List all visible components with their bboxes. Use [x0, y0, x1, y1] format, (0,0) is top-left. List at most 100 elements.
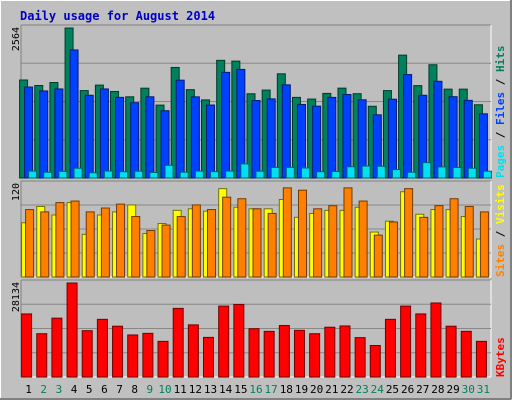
day-label: 23 — [356, 383, 369, 396]
bar-sites-day-15 — [237, 198, 247, 278]
bar-files-day-6 — [99, 88, 109, 179]
day-label: 29 — [446, 383, 459, 396]
chart-panels: 2564 Pages / Files / Hits 120 Sites / Visit… — [11, 24, 507, 378]
bar-sites-day-11 — [176, 216, 186, 278]
bar-pages-day-27 — [422, 162, 432, 179]
bar-pages-day-25 — [391, 169, 401, 179]
bar-sites-day-13 — [207, 209, 217, 278]
bar-sites-day-12 — [191, 204, 201, 278]
bar-kbytes-day-18 — [278, 325, 290, 378]
bar-files-day-8 — [130, 102, 140, 179]
bar-sites-day-29 — [449, 198, 459, 278]
bar-files-day-2 — [39, 90, 49, 179]
day-label: 27 — [416, 383, 429, 396]
bar-files-day-28 — [433, 80, 443, 179]
bar-files-day-30 — [463, 99, 473, 179]
bar-pages-day-24 — [376, 165, 386, 179]
bar-pages-day-23 — [361, 165, 371, 179]
day-label: 18 — [280, 383, 293, 396]
axis-label-hits-files-pages: Pages / Files / Hits — [494, 46, 507, 179]
bar-pages-day-28 — [437, 166, 447, 179]
series-pages — [28, 162, 492, 179]
series-kbytes — [21, 282, 487, 378]
bar-kbytes-day-20 — [309, 333, 321, 378]
bar-files-day-25 — [387, 98, 397, 179]
bar-kbytes-day-19 — [293, 329, 305, 378]
bar-kbytes-day-9 — [142, 332, 154, 378]
bar-files-day-19 — [296, 103, 306, 179]
bar-sites-day-3 — [55, 202, 65, 278]
bar-sites-day-6 — [100, 207, 110, 278]
bar-files-day-26 — [403, 74, 413, 179]
series-hits — [19, 27, 483, 179]
bar-kbytes-day-6 — [96, 318, 108, 378]
bar-kbytes-day-16 — [248, 328, 260, 378]
bar-pages-day-3 — [58, 170, 68, 179]
bar-sites-day-9 — [146, 230, 156, 278]
day-label: 4 — [71, 383, 78, 396]
bar-pages-day-12 — [194, 170, 204, 179]
bar-pages-day-30 — [467, 167, 477, 179]
bar-pages-day-20 — [316, 171, 326, 179]
bar-sites-day-8 — [131, 216, 141, 278]
day-label: 31 — [477, 383, 490, 396]
bar-pages-day-10 — [164, 164, 174, 179]
bar-kbytes-day-8 — [127, 334, 139, 378]
day-label: 9 — [147, 383, 154, 396]
bar-files-day-15 — [236, 68, 246, 179]
y-max-label: 120 — [11, 183, 22, 201]
bar-sites-day-17 — [267, 212, 277, 278]
bar-pages-day-18 — [285, 166, 295, 179]
bar-files-day-3 — [54, 88, 64, 179]
bar-pages-day-7 — [119, 171, 129, 179]
bar-pages-day-2 — [43, 171, 53, 179]
day-label: 6 — [101, 383, 108, 396]
bar-pages-day-4 — [73, 167, 83, 179]
day-label: 14 — [219, 383, 233, 396]
bar-kbytes-day-5 — [81, 330, 93, 378]
bar-files-day-17 — [266, 98, 276, 179]
day-label: 10 — [158, 383, 171, 396]
bar-kbytes-day-17 — [263, 330, 275, 378]
day-label: 13 — [204, 383, 217, 396]
bar-files-day-12 — [190, 96, 200, 179]
day-label: 3 — [56, 383, 63, 396]
bar-pages-day-9 — [149, 172, 159, 179]
bar-sites-day-26 — [404, 188, 414, 278]
day-label: 25 — [386, 383, 399, 396]
bar-sites-day-10 — [161, 224, 171, 278]
bar-pages-day-22 — [346, 166, 356, 179]
day-labels: 1 2 3 4 5 6 7 8 9 10 11 12 13 14 15 16 17 18 19 20 21 22 23 24 2… — [25, 383, 490, 396]
bar-files-day-9 — [145, 96, 155, 179]
bar-pages-day-19 — [300, 167, 310, 179]
bar-pages-day-6 — [103, 170, 113, 179]
bar-pages-day-5 — [88, 172, 98, 179]
bar-kbytes-day-22 — [339, 325, 351, 378]
axis-label-sites-visits: Sites / Visits — [494, 184, 507, 277]
bar-files-day-13 — [206, 104, 216, 179]
day-label: 28 — [431, 383, 444, 396]
bar-sites-day-20 — [313, 208, 323, 278]
bar-files-day-21 — [327, 96, 337, 179]
series-sites — [25, 187, 489, 278]
bar-kbytes-day-15 — [233, 303, 245, 378]
day-label: 21 — [325, 383, 338, 396]
day-label: 15 — [234, 383, 247, 396]
bar-kbytes-day-31 — [475, 340, 487, 378]
bar-sites-day-21 — [328, 205, 338, 278]
bar-sites-day-5 — [85, 211, 95, 278]
day-label: 12 — [189, 383, 202, 396]
bar-pages-day-13 — [210, 171, 220, 179]
bar-pages-day-15 — [240, 163, 250, 179]
bar-kbytes-day-14 — [218, 305, 230, 378]
day-label: 22 — [340, 383, 353, 396]
bar-files-day-31 — [478, 113, 488, 179]
bar-pages-day-8 — [134, 170, 144, 179]
bar-pages-day-14 — [225, 170, 235, 179]
bar-kbytes-day-12 — [187, 324, 199, 378]
y-max-label: 28134 — [11, 282, 22, 312]
panel-sites-visits: 120 Sites / Visits — [11, 180, 507, 278]
bar-kbytes-day-7 — [112, 325, 124, 378]
bar-pages-day-1 — [28, 170, 38, 179]
bar-files-day-16 — [251, 100, 261, 179]
